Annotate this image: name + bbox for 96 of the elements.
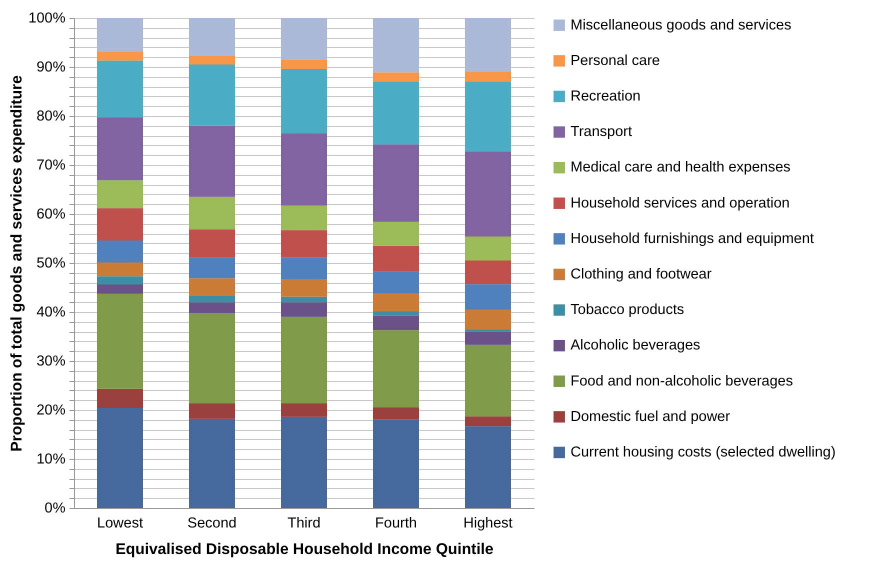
legend-label: Recreation: [570, 88, 641, 104]
legend-label: Current housing costs (selected dwelling): [570, 444, 836, 460]
bar: [465, 81, 511, 152]
bar: [281, 230, 327, 258]
bar: [189, 55, 235, 65]
bar: [281, 416, 327, 508]
y-tick-label: 70%: [36, 158, 66, 174]
bar: [97, 262, 143, 276]
x-axis-title: Equivalised Disposable Household Income Quintile: [115, 541, 494, 558]
x-tick-label: Highest: [463, 516, 513, 532]
legend-label: Alcoholic beverages: [570, 338, 700, 354]
bar: [189, 403, 235, 419]
bar: [281, 302, 327, 317]
y-tick-label: 10%: [36, 452, 66, 468]
bar: [189, 302, 235, 313]
bar: [373, 271, 419, 294]
legend-label: Tobacco products: [570, 302, 684, 318]
x-tick-label: Lowest: [97, 516, 143, 532]
bar: [189, 196, 235, 230]
bar: [189, 295, 235, 302]
bar: [97, 117, 143, 180]
bar: [97, 208, 143, 240]
bar: [281, 280, 327, 297]
bar: [281, 257, 327, 280]
bar: [189, 278, 235, 296]
bar: [281, 206, 327, 230]
legend-label: Transport: [570, 124, 632, 140]
y-tick-label: 100%: [28, 10, 66, 26]
bar: [97, 276, 143, 285]
bar: [281, 403, 327, 417]
x-tick-label: Third: [287, 516, 321, 532]
legend-label: Domestic fuel and power: [570, 408, 730, 425]
bar: [373, 246, 419, 272]
y-tick-label: 30%: [36, 354, 66, 370]
bar: [189, 18, 235, 56]
bar: [373, 312, 419, 316]
bar: [281, 60, 327, 69]
y-tick-label: 0%: [44, 500, 66, 516]
bar: [465, 236, 511, 261]
bar: [465, 426, 511, 508]
bar: [97, 284, 143, 294]
bar: [189, 64, 235, 126]
bar: [465, 310, 511, 330]
legend-label: Miscellaneous goods and services: [570, 17, 792, 34]
y-tick-label: 80%: [36, 108, 66, 124]
bar: [97, 388, 143, 408]
legend-label: Household services and operation: [570, 195, 790, 212]
bar: [189, 126, 235, 197]
bar: [373, 408, 419, 420]
bar: [97, 240, 143, 263]
bar: [465, 416, 511, 426]
bar: [281, 68, 327, 134]
bar: [465, 18, 511, 72]
y-tick-label: 90%: [36, 60, 66, 76]
bar: [97, 180, 143, 208]
bar: [373, 419, 419, 508]
bar: [189, 418, 235, 508]
legend-label: Clothing and footwear: [570, 266, 712, 282]
bar: [373, 81, 419, 144]
bar: [189, 229, 235, 258]
bar: [373, 18, 419, 72]
legend-label: Food and non-alcoholic beverages: [570, 373, 793, 390]
bar: [373, 144, 419, 222]
bar: [373, 294, 419, 312]
bar: [465, 344, 511, 416]
bar: [465, 332, 511, 345]
legend-label: Medical care and health expenses: [570, 160, 791, 176]
y-axis-title: Proportion of total goods and services expenditure: [8, 74, 26, 452]
bar: [373, 72, 419, 82]
bar: [189, 312, 235, 404]
legend-label: Household furnishings and equipment: [570, 230, 814, 247]
y-tick-label: 60%: [36, 206, 66, 222]
bar: [281, 316, 327, 404]
y-tick-label: 20%: [36, 402, 66, 418]
bar: [281, 133, 327, 206]
bar: [97, 60, 143, 118]
bar: [97, 294, 143, 389]
legend-label: Personal care: [570, 52, 660, 69]
bar: [281, 296, 327, 302]
y-tick-label: 40%: [36, 304, 66, 320]
x-tick-label: Fourth: [375, 516, 417, 532]
bar: [465, 284, 511, 310]
bar: [281, 18, 327, 60]
bar: [189, 258, 235, 278]
bar: [465, 260, 511, 284]
bar: [97, 18, 143, 52]
bar: [373, 222, 419, 246]
bar: [465, 71, 511, 82]
bar: [465, 329, 511, 332]
y-tick-label: 50%: [36, 256, 66, 272]
bar: [373, 316, 419, 330]
x-tick-label: Second: [187, 516, 237, 532]
bar: [97, 51, 143, 61]
bar: [465, 151, 511, 237]
bar: [97, 408, 143, 508]
bar: [373, 330, 419, 408]
